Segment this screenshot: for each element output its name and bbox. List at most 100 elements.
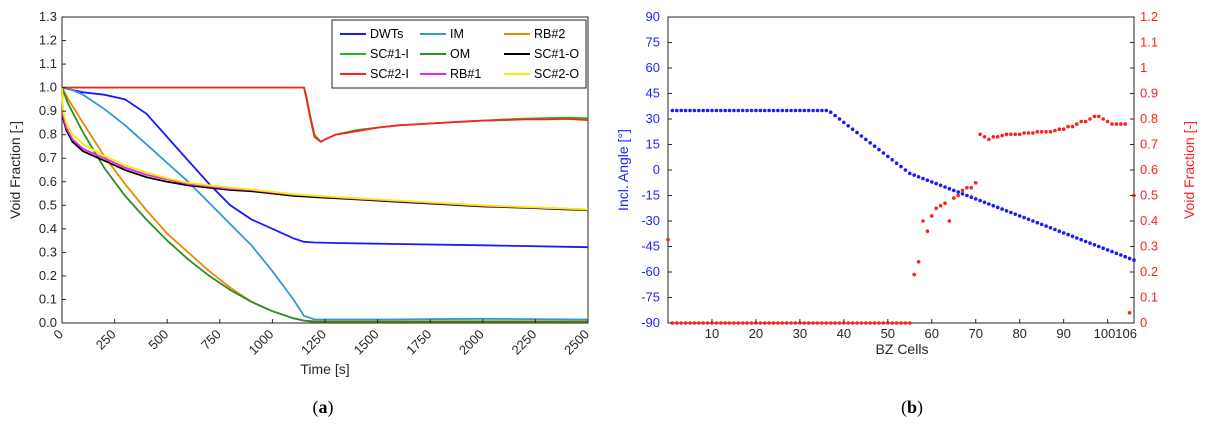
data-point-incl-angle (1075, 236, 1079, 240)
y-tick-label-a: 1.0 (39, 80, 57, 95)
data-point-void-fraction (934, 206, 938, 211)
x-tick-label-b: 60 (925, 326, 939, 341)
y-tick-left-label-b: -75 (641, 290, 660, 305)
y-tick-right-label-b: 0.5 (1140, 188, 1158, 203)
x-tick-label-b: 20 (749, 326, 763, 341)
data-point-void-fraction (1053, 128, 1057, 133)
x-tick-label-b: 30 (793, 326, 807, 341)
y-tick-right-label-b: 0.9 (1140, 86, 1158, 101)
data-point-void-fraction (1079, 119, 1083, 124)
data-point-incl-angle (793, 108, 798, 113)
y-tick-left-label-b: 60 (646, 60, 660, 75)
data-point-incl-angle (1044, 224, 1048, 228)
data-point-incl-angle (1066, 232, 1070, 237)
y-tick-label-a: 0.9 (39, 103, 57, 118)
data-point-incl-angle (1022, 215, 1026, 220)
data-point-void-fraction (908, 321, 912, 325)
data-point-void-fraction (912, 272, 916, 277)
data-point-void-fraction (1057, 127, 1062, 131)
y-tick-left-label-b: 45 (646, 86, 660, 101)
data-point-void-fraction (776, 321, 780, 325)
x-tick-label-b: 40 (837, 326, 851, 341)
data-point-incl-angle (1132, 258, 1136, 262)
data-point-void-fraction (877, 321, 881, 325)
data-point-void-fraction (925, 229, 930, 233)
data-point-incl-angle (886, 154, 890, 159)
data-point-incl-angle (978, 198, 982, 203)
data-point-incl-angle (1035, 220, 1040, 225)
y-tick-label-a: 0.6 (39, 174, 57, 189)
y-tick-right-label-b: 0.4 (1140, 213, 1158, 228)
data-point-void-fraction (921, 219, 925, 223)
series-line-sc-2-i (62, 86, 589, 143)
data-point-incl-angle (982, 200, 987, 205)
data-point-incl-angle (908, 171, 912, 176)
data-point-incl-angle (732, 108, 736, 113)
y-tick-left-label-b: -15 (641, 188, 660, 203)
x-tick-label-a: 250 (93, 327, 119, 353)
data-point-incl-angle (705, 108, 710, 113)
data-point-void-fraction (1031, 131, 1035, 135)
x-tick-label-b: 90 (1056, 326, 1070, 341)
data-point-void-fraction (789, 321, 793, 325)
data-point-incl-angle (859, 134, 864, 138)
data-point-incl-angle (1013, 212, 1018, 216)
data-point-void-fraction (688, 321, 692, 325)
data-point-void-fraction (1009, 132, 1013, 137)
data-point-incl-angle (1031, 219, 1035, 223)
data-point-incl-angle (890, 158, 894, 162)
y-tick-right-label-b: 0.8 (1140, 111, 1158, 126)
data-point-incl-angle (921, 176, 925, 181)
legend-label: SC#2-I (370, 67, 409, 81)
data-point-void-fraction (978, 132, 982, 137)
data-point-incl-angle (828, 110, 833, 114)
data-point-incl-angle (1017, 214, 1022, 218)
data-point-void-fraction (1017, 132, 1022, 137)
data-point-incl-angle (802, 108, 807, 113)
y-tick-right-label-b: 1.1 (1140, 35, 1158, 50)
data-point-void-fraction (960, 188, 965, 193)
data-point-incl-angle (969, 195, 974, 199)
data-point-void-fraction (1070, 124, 1075, 129)
series-line-dwts (61, 86, 589, 249)
data-point-void-fraction (1044, 130, 1048, 134)
y-tick-label-a: 1.1 (39, 56, 57, 71)
series-line-sc-2-o (61, 87, 589, 211)
y-tick-label-a: 1.3 (39, 9, 57, 24)
data-point-incl-angle (666, 237, 670, 242)
data-point-void-fraction (859, 321, 864, 325)
y-tick-left-label-b: 90 (646, 9, 660, 24)
data-point-incl-angle (714, 108, 719, 113)
y-tick-right-label-b: 0.3 (1140, 239, 1158, 254)
data-point-void-fraction (943, 201, 947, 205)
data-point-void-fraction (705, 321, 710, 325)
data-point-void-fraction (1088, 117, 1092, 121)
data-point-incl-angle (995, 205, 1000, 210)
y-tick-left-label-b: 30 (646, 111, 660, 126)
data-point-incl-angle (943, 185, 947, 189)
data-point-incl-angle (798, 108, 802, 113)
data-point-incl-angle (1053, 227, 1057, 232)
data-point-void-fraction (1066, 124, 1070, 129)
data-point-incl-angle (877, 147, 881, 152)
data-point-void-fraction (732, 321, 736, 325)
data-point-void-fraction (815, 321, 820, 325)
data-point-incl-angle (1123, 254, 1127, 259)
plot-area-b (667, 16, 1135, 324)
x-axis-label-a: Time [s] (300, 361, 349, 377)
data-point-incl-angle (811, 108, 815, 113)
data-point-void-fraction (894, 321, 899, 325)
data-point-void-fraction (903, 321, 908, 325)
x-tick-label-a: 1000 (245, 327, 276, 358)
data-point-void-fraction (973, 181, 978, 185)
y-tick-left-label-b: -90 (641, 315, 660, 330)
data-point-incl-angle (1000, 207, 1004, 211)
data-point-void-fraction (780, 321, 785, 325)
data-point-incl-angle (947, 186, 952, 191)
data-point-void-fraction (1105, 119, 1110, 124)
data-point-incl-angle (758, 108, 763, 113)
data-point-void-fraction (806, 321, 811, 325)
data-point-void-fraction (947, 219, 952, 223)
data-point-void-fraction (1004, 132, 1009, 137)
